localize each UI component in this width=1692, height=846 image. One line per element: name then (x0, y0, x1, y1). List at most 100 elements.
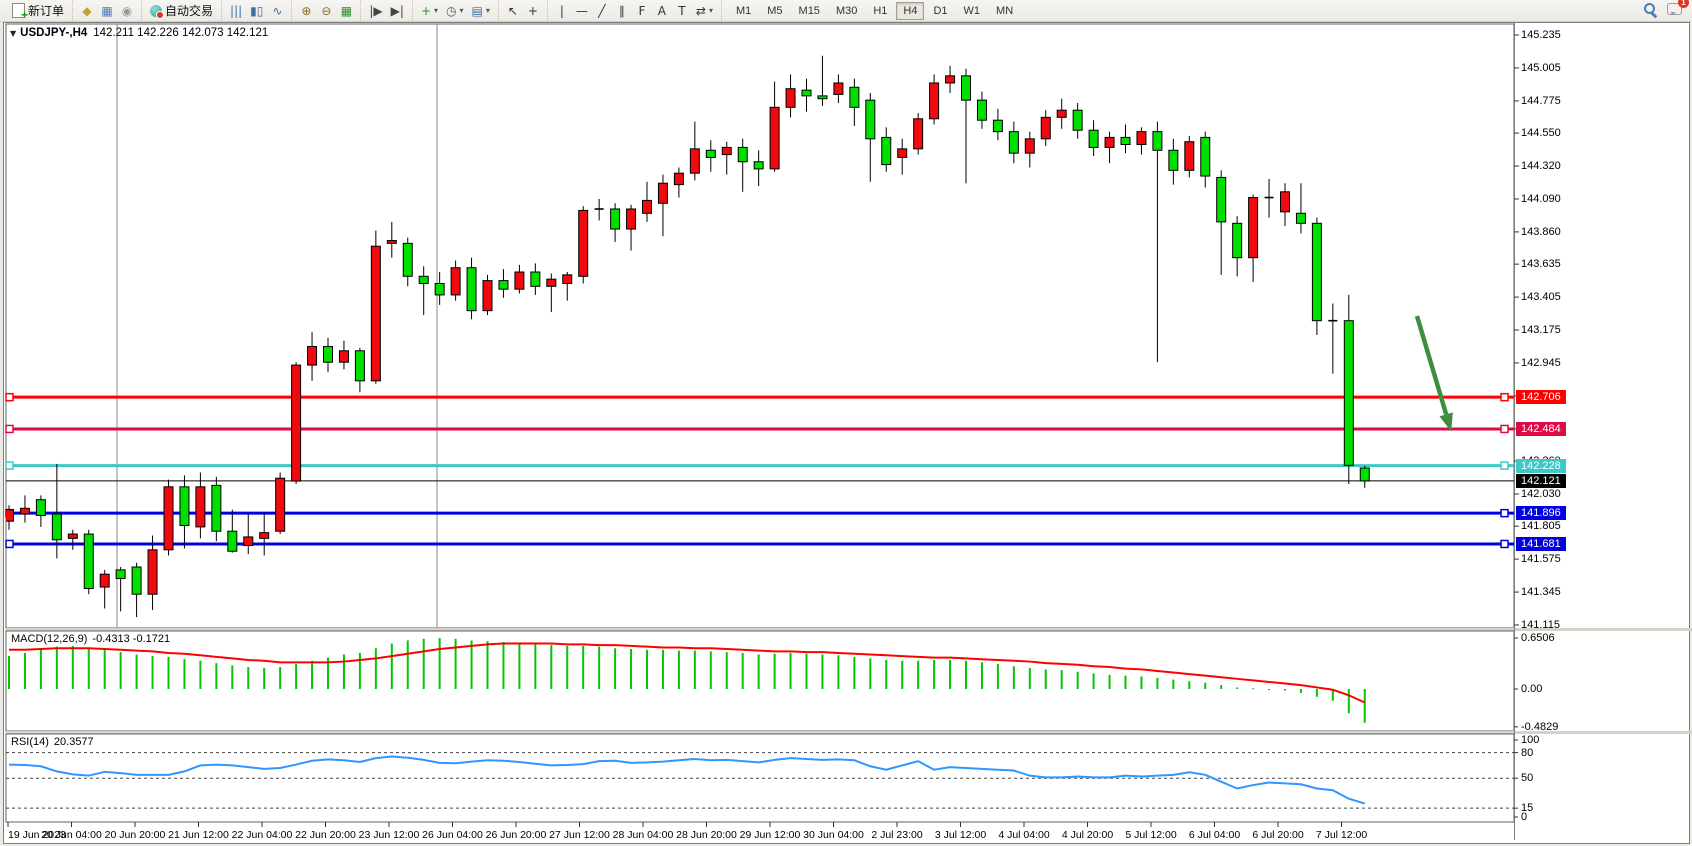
timeframe-m30-button[interactable]: M30 (829, 2, 864, 20)
notifications-button[interactable]: 1 (1667, 0, 1689, 18)
hline-handle[interactable] (1500, 508, 1509, 518)
tile-windows-button[interactable]: ▦ (336, 1, 356, 21)
pane-splitter[interactable] (6, 628, 1692, 631)
candlestick-chart-button[interactable]: ▮▯ (246, 1, 267, 21)
chart-shift-icon: ▶| (390, 3, 404, 18)
signals-icon: ◉ (121, 3, 133, 18)
toolbar-right: 1 (1643, 0, 1692, 19)
toolbar-group: 新订单 (4, 0, 72, 22)
auto-trading-label: 自动交易 (165, 4, 214, 18)
timeframe-h1-button[interactable]: H1 (866, 2, 894, 20)
trendline-button[interactable]: ╱ (592, 1, 612, 21)
search-icon (1643, 2, 1657, 16)
market-watch-icon: ▦ (101, 3, 113, 18)
fibonacci-button[interactable]: F (632, 1, 652, 21)
hline-handle[interactable] (1500, 424, 1509, 434)
toolbar-group: ↖ + (497, 0, 547, 21)
timeframe-m1-button[interactable]: M1 (729, 2, 758, 20)
toolbar-button-groups: 新订单◆▦◉自动交易|||▮▯∿⊕⊖▦|▶▶|+▾◷▾▤▾↖+|—╱∥FAT⇄▾ (4, 0, 721, 22)
signals-button[interactable]: ◉ (117, 1, 137, 21)
toolbar-group: + ▾ ◷ ▾ ▤ ▾ (411, 0, 498, 21)
timeframe-m15-button[interactable]: M15 (792, 2, 827, 20)
periods-icon: ◷ (446, 3, 457, 18)
zoom-in-button[interactable]: ⊕ (296, 1, 316, 21)
pane-splitter[interactable] (6, 731, 1692, 734)
timeframe-h4-button[interactable]: H4 (896, 1, 925, 20)
toolbar-group: 自动交易 (141, 0, 221, 21)
toolbar-group: ◆ ▦ ◉ (72, 0, 141, 21)
timeframe-toolbar: M1 M5 M15 M30 H1 H4 D1 W1 MN (720, 0, 1027, 21)
candlestick-chart-icon: ▮▯ (250, 3, 264, 18)
hline-142.228[interactable] (5, 461, 1514, 470)
equidistant-channel-icon: ∥ (618, 3, 625, 18)
text-label-button[interactable]: T (672, 1, 692, 21)
hline-handle[interactable] (1500, 461, 1509, 470)
crosshair-button[interactable]: + (523, 1, 543, 21)
hline-142.484[interactable] (5, 424, 1514, 434)
indicators-button[interactable]: + ▾ (417, 1, 442, 21)
fibonacci-icon: F (638, 3, 646, 18)
macd-signal-line (9, 642, 1366, 704)
zoom-out-button[interactable]: ⊖ (316, 1, 336, 21)
arrows-icon: ⇄ (695, 3, 706, 18)
search-button[interactable] (1643, 2, 1657, 19)
line-chart-icon: ∿ (272, 3, 283, 18)
vertical-line-icon: | (559, 3, 564, 18)
rsi-line (8, 755, 1366, 805)
text-icon: A (657, 3, 666, 18)
main-pane (5, 23, 1515, 629)
trend-arrow-annotation[interactable] (1414, 315, 1453, 432)
zoom-in-icon: ⊕ (301, 3, 312, 18)
hline-handle[interactable] (5, 424, 14, 434)
horizontal-line-button[interactable]: — (572, 1, 592, 21)
indicators-icon: + (420, 3, 432, 18)
hline-handle[interactable] (1500, 392, 1509, 402)
auto-trading-button[interactable]: 自动交易 (146, 1, 217, 21)
hline-handle[interactable] (1500, 539, 1509, 549)
auto-scroll-icon: |▶ (369, 3, 383, 18)
hline-handle[interactable] (5, 392, 14, 402)
zoom-out-icon: ⊖ (321, 3, 332, 18)
periods-button[interactable]: ◷ ▾ (442, 1, 468, 21)
auto-scroll-button[interactable]: |▶ (365, 1, 386, 21)
line-chart-button[interactable]: ∿ (267, 1, 287, 21)
trendline-icon: ╱ (598, 3, 606, 18)
timeframe-d1-button[interactable]: D1 (926, 2, 954, 20)
notification-badge: 1 (1678, 0, 1689, 8)
market-watch-button[interactable]: ▦ (97, 1, 117, 21)
candlestick-series (6, 55, 1370, 618)
templates-button[interactable]: ▤ ▾ (468, 1, 494, 21)
cursor-icon: ↖ (507, 3, 518, 18)
arrows-button[interactable]: ⇄ ▾ (692, 1, 717, 21)
dropdown-caret-icon: ▾ (708, 6, 713, 15)
toolbar-group: | — ╱ ∥ F A T ⇄ ▾ (546, 0, 721, 21)
new-order-button[interactable]: 新订单 (8, 1, 68, 22)
toolbar: 新订单◆▦◉自动交易|||▮▯∿⊕⊖▦|▶▶|+▾◷▾▤▾↖+|—╱∥FAT⇄▾… (0, 0, 1692, 22)
toolbar-group: ||| ▮▯ ∿ (221, 0, 291, 21)
equidistant-channel-button[interactable]: ∥ (612, 1, 632, 21)
rsi-pane (5, 733, 1515, 823)
dropdown-caret-icon: ▾ (459, 6, 464, 15)
templates-icon: ▤ (471, 3, 483, 18)
hline-142.706[interactable] (5, 392, 1514, 402)
timeframe-mn-button[interactable]: MN (989, 2, 1020, 20)
hline-141.681[interactable] (5, 539, 1514, 549)
vertical-line-button[interactable]: | (552, 1, 572, 21)
hline-handle[interactable] (5, 539, 14, 549)
tile-windows-icon: ▦ (340, 3, 353, 18)
text-button[interactable]: A (652, 1, 672, 21)
timeframe-w1-button[interactable]: W1 (957, 2, 988, 20)
horizontal-line-icon: — (575, 3, 588, 18)
timeframe-m5-button[interactable]: M5 (760, 2, 789, 20)
new-order-icon (12, 3, 28, 22)
cursor-button[interactable]: ↖ (503, 1, 523, 21)
bar-chart-button[interactable]: ||| (226, 1, 246, 21)
dropdown-caret-icon: ▾ (485, 6, 490, 15)
styler-icon: ◆ (82, 3, 92, 18)
chart-shift-button[interactable]: ▶| (387, 1, 408, 21)
hline-handle[interactable] (5, 461, 14, 470)
styler-button[interactable]: ◆ (77, 1, 97, 21)
dropdown-caret-icon: ▾ (434, 6, 439, 15)
bar-chart-icon: ||| (230, 3, 243, 18)
